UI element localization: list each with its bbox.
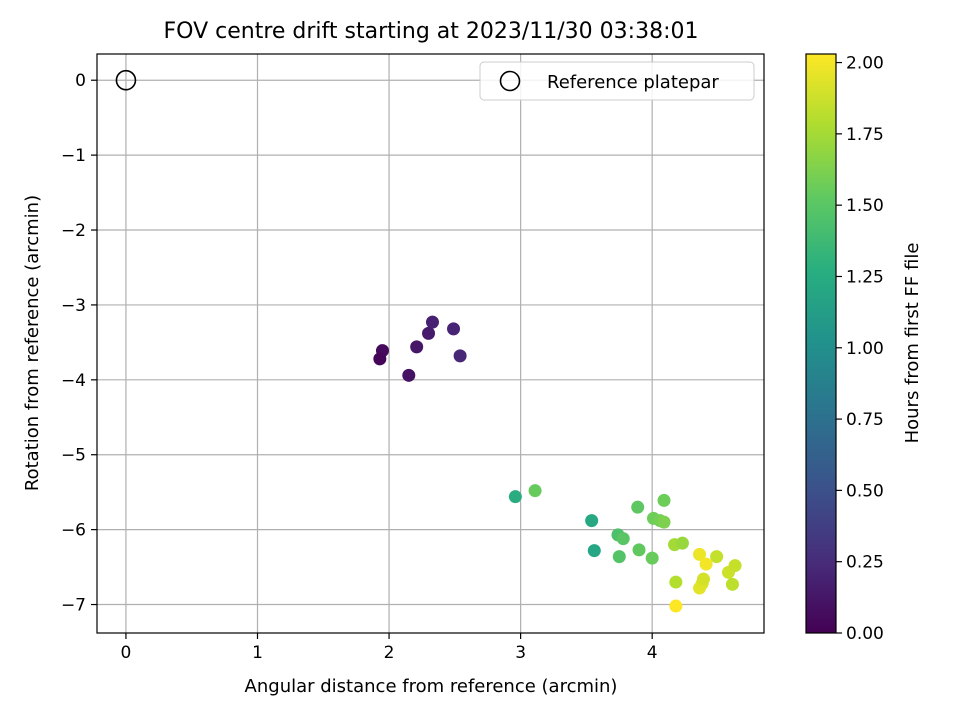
x-tick-label: 1	[252, 643, 263, 663]
data-point	[585, 514, 599, 528]
colorbar-tick-label: 1.00	[846, 339, 884, 359]
data-point	[612, 550, 626, 564]
data-point	[728, 559, 742, 573]
data-point	[587, 544, 601, 558]
y-tick-label: −2	[61, 221, 86, 241]
data-point	[508, 490, 522, 504]
data-point	[447, 322, 461, 336]
colorbar-label: Hours from first FF file	[902, 243, 923, 444]
x-tick-label: 0	[121, 643, 132, 663]
data-point	[693, 547, 707, 561]
data-point	[422, 326, 436, 340]
y-axis-ticks: 0 −1 −2 −3 −4 −5 −6 −7	[61, 71, 97, 616]
data-point	[453, 349, 467, 363]
colorbar-gradient	[805, 53, 837, 634]
colorbar-tick-label: 0.50	[846, 481, 884, 501]
legend-box	[479, 61, 755, 101]
data-point	[645, 551, 659, 565]
data-point	[669, 599, 683, 613]
data-point	[373, 352, 387, 366]
reference-platepar-marker	[115, 69, 137, 91]
y-tick-label: −3	[61, 296, 86, 316]
legend-open-circle-icon	[499, 70, 521, 92]
data-point	[631, 500, 645, 514]
y-tick-label: −1	[61, 146, 86, 166]
y-axis-label: Rotation from reference (arcmin)	[22, 195, 43, 491]
x-axis-ticks: 0 1 2 3 4	[121, 633, 658, 663]
colorbar-tick-label: 1.50	[846, 196, 884, 216]
x-tick-label: 4	[647, 643, 658, 663]
colorbar-tick-label: 0.25	[846, 553, 884, 573]
data-point	[657, 493, 671, 507]
data-points	[373, 315, 742, 613]
x-tick-label: 2	[384, 643, 395, 663]
data-point	[710, 550, 724, 564]
y-tick-label: −6	[61, 521, 86, 541]
data-point	[616, 532, 630, 546]
legend: Reference platepar	[479, 61, 755, 101]
colorbar-tick-label: 2.00	[846, 54, 884, 74]
data-point	[528, 484, 542, 498]
data-point	[699, 557, 713, 571]
data-point	[725, 577, 739, 591]
data-point	[696, 572, 710, 586]
data-point	[632, 543, 646, 557]
colorbar-tick-label: 0.00	[846, 624, 884, 644]
data-point	[425, 315, 439, 329]
y-tick-label: −7	[61, 596, 86, 616]
y-tick-label: −4	[61, 371, 86, 391]
data-point	[675, 536, 689, 550]
data-point	[402, 368, 416, 382]
data-point	[669, 575, 683, 589]
colorbar: 0.00 0.25 0.50 0.75 1.00 1.25 1.50 1.75 2.00 Hou…	[805, 53, 923, 644]
legend-label: Reference platepar	[547, 72, 719, 93]
colorbar-ticks: 0.00 0.25 0.50 0.75 1.00 1.25 1.50 1.75 2.00	[836, 54, 884, 644]
plot-frame	[96, 53, 765, 634]
grid	[97, 54, 764, 633]
x-tick-label: 3	[515, 643, 526, 663]
y-tick-label: 0	[75, 71, 86, 91]
y-tick-label: −5	[61, 446, 86, 466]
colorbar-tick-label: 1.25	[846, 267, 884, 287]
colorbar-tick-label: 1.75	[846, 125, 884, 145]
data-point	[657, 515, 671, 529]
colorbar-tick-label: 0.75	[846, 410, 884, 430]
data-point	[410, 340, 424, 354]
chart-title: FOV centre drift starting at 2023/11/30 …	[164, 19, 699, 44]
x-axis-label: Angular distance from reference (arcmin)	[245, 676, 618, 697]
